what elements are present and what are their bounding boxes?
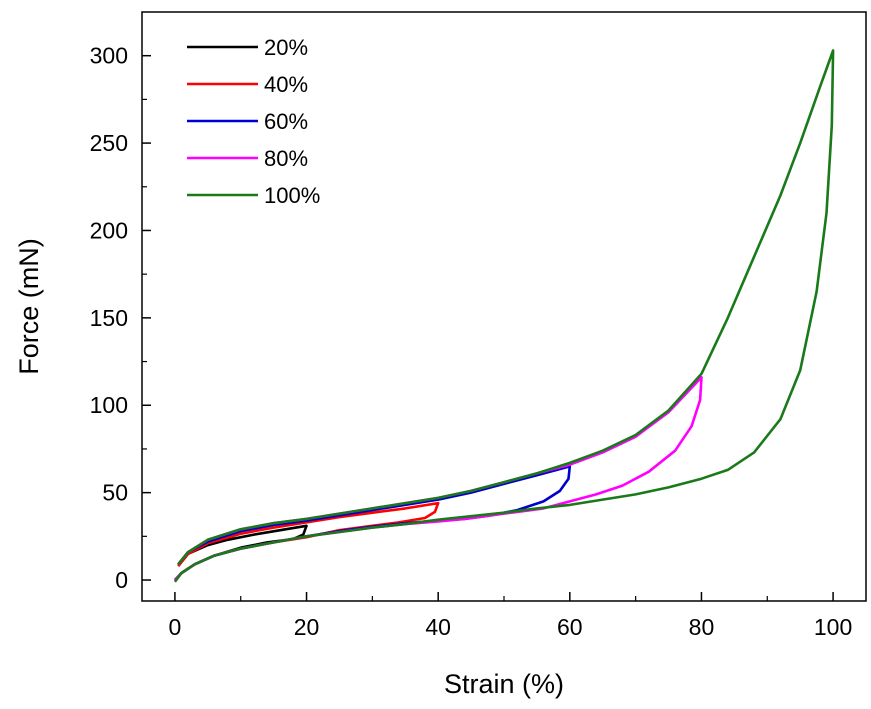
y-tick-label: 0 [115, 567, 128, 593]
plot-area: 0 20 40 60 80 100 0 50 100 150 200 250 300 [90, 11, 867, 640]
legend-label: 80% [264, 146, 308, 171]
series-line-100pct [173, 49, 835, 583]
legend: 20% 40% 60% 80% 100% [187, 35, 320, 208]
y-tick-label: 300 [90, 43, 128, 69]
y-axis-title: Force (mN) [14, 238, 44, 375]
y-tick-label: 100 [90, 392, 128, 418]
legend-label: 40% [264, 72, 308, 97]
series-line-40pct [173, 501, 440, 581]
x-axis: 0 20 40 60 80 100 [169, 592, 852, 640]
x-tick-label: 0 [169, 614, 182, 640]
y-tick-label: 150 [90, 305, 128, 331]
series-line-80pct [173, 376, 703, 581]
x-axis-title: Strain (%) [444, 669, 564, 699]
x-tick-label: 80 [689, 614, 715, 640]
legend-label: 100% [264, 183, 320, 208]
x-tick-label: 100 [814, 614, 852, 640]
x-tick-label: 20 [294, 614, 320, 640]
y-tick-label: 200 [90, 217, 128, 243]
y-tick-label: 250 [90, 130, 128, 156]
y-axis: 0 50 100 150 200 250 300 [90, 43, 151, 593]
series-line-60pct [173, 465, 572, 581]
x-tick-label: 40 [425, 614, 451, 640]
legend-label: 20% [264, 35, 308, 60]
legend-label: 60% [264, 109, 308, 134]
x-tick-label: 60 [557, 614, 583, 640]
series-layer [173, 49, 835, 583]
y-tick-label: 50 [102, 480, 128, 506]
